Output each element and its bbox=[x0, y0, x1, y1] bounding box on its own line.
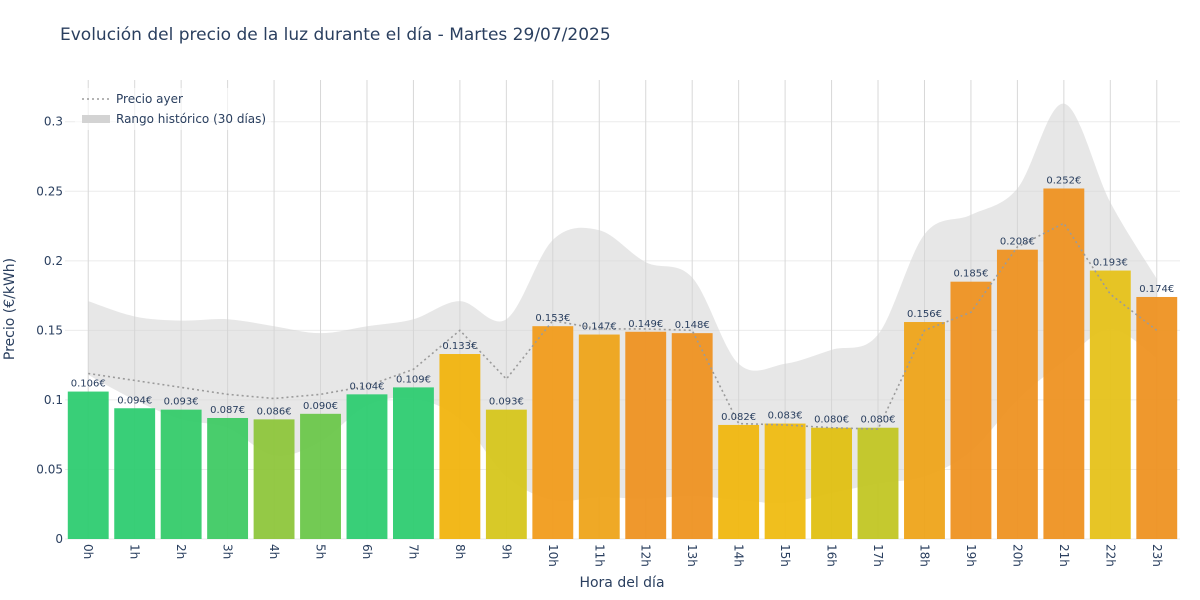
bar-value-label: 0.185€ bbox=[953, 269, 988, 280]
bar-value-label: 0.104€ bbox=[349, 381, 384, 392]
x-tick-label: 3h bbox=[221, 544, 235, 559]
price-bar bbox=[764, 423, 806, 539]
x-tick-label: 12h bbox=[639, 544, 653, 567]
bar-value-label: 0.083€ bbox=[768, 411, 803, 422]
x-tick-label: 13h bbox=[685, 544, 699, 567]
bar-value-label: 0.156€ bbox=[907, 309, 942, 320]
price-bar bbox=[67, 391, 109, 539]
y-tick-label: 0.1 bbox=[44, 393, 63, 407]
bar-value-label: 0.082€ bbox=[721, 412, 756, 423]
y-axis-title: Precio (€/kWh) bbox=[2, 258, 18, 360]
price-bar bbox=[207, 417, 249, 539]
price-bar bbox=[392, 387, 434, 539]
bar-value-label: 0.149€ bbox=[628, 319, 663, 330]
x-tick-label: 5h bbox=[314, 544, 328, 559]
price-bar bbox=[532, 326, 574, 539]
price-bars bbox=[67, 188, 1178, 539]
price-bar bbox=[160, 409, 202, 539]
price-bar bbox=[671, 333, 713, 539]
y-tick-label: 0 bbox=[55, 532, 63, 546]
price-bar bbox=[904, 322, 945, 539]
x-tick-label: 9h bbox=[499, 544, 513, 559]
x-tick-label: 0h bbox=[81, 544, 95, 559]
y-tick-label: 0.15 bbox=[36, 323, 63, 337]
bar-value-label: 0.252€ bbox=[1046, 175, 1081, 186]
x-tick-label: 19h bbox=[964, 544, 978, 567]
x-tick-label: 22h bbox=[1103, 544, 1117, 567]
price-bar bbox=[625, 331, 667, 539]
x-axis-ticks: 0h 1h 2h 3h 4h 5h 6h 7h 8h 9h 10h 11h 12h 13h 14h 15h 16… bbox=[81, 544, 1164, 567]
price-bar bbox=[1136, 296, 1178, 539]
x-tick-label: 20h bbox=[1010, 544, 1024, 567]
bar-value-labels: 0.106€ 0.094€ 0.093€ 0.087€ 0.086€ 0.090€ 0.10… bbox=[71, 175, 1175, 425]
legend: Precio ayer Rango histórico (30 días) bbox=[75, 88, 271, 130]
bar-value-label: 0.094€ bbox=[117, 395, 152, 406]
x-tick-label: 1h bbox=[128, 544, 142, 559]
price-bar bbox=[718, 424, 760, 539]
bar-value-label: 0.080€ bbox=[861, 415, 896, 426]
x-tick-label: 8h bbox=[453, 544, 467, 559]
x-tick-label: 14h bbox=[732, 544, 746, 567]
y-axis-ticks: 0 0.05 0.1 0.15 0.2 0.25 0.3 bbox=[36, 115, 63, 546]
bar-value-label: 0.147€ bbox=[582, 322, 617, 333]
bar-value-label: 0.133€ bbox=[442, 341, 477, 352]
bar-value-label: 0.106€ bbox=[71, 379, 106, 390]
price-bar bbox=[114, 408, 156, 539]
y-tick-label: 0.25 bbox=[36, 184, 63, 198]
y-tick-label: 0.05 bbox=[36, 462, 63, 476]
chart-title: Evolución del precio de la luz durante e… bbox=[60, 25, 611, 45]
bar-value-label: 0.093€ bbox=[489, 397, 524, 408]
price-bar bbox=[300, 413, 341, 539]
price-bar bbox=[578, 334, 620, 539]
price-bar bbox=[439, 354, 481, 539]
price-bar bbox=[485, 409, 527, 539]
price-bar bbox=[346, 394, 388, 539]
price-bar bbox=[811, 427, 853, 539]
bar-value-label: 0.148€ bbox=[675, 320, 710, 331]
price-bar bbox=[950, 281, 992, 539]
bar-value-label: 0.109€ bbox=[396, 374, 431, 385]
x-tick-label: 21h bbox=[1057, 544, 1071, 567]
y-tick-label: 0.3 bbox=[44, 115, 63, 129]
x-tick-label: 10h bbox=[546, 544, 560, 567]
legend-label-yesterday: Precio ayer bbox=[116, 92, 183, 106]
bar-value-label: 0.093€ bbox=[164, 397, 199, 408]
price-bar bbox=[1089, 270, 1131, 539]
historical-range-band bbox=[88, 103, 1157, 504]
x-tick-label: 11h bbox=[592, 544, 606, 567]
bar-value-label: 0.208€ bbox=[1000, 237, 1035, 248]
bar-value-label: 0.174€ bbox=[1139, 284, 1174, 295]
price-bar bbox=[1043, 188, 1085, 539]
bar-value-label: 0.153€ bbox=[535, 313, 570, 324]
x-tick-label: 23h bbox=[1150, 544, 1164, 567]
x-tick-label: 18h bbox=[917, 544, 931, 567]
x-tick-label: 15h bbox=[778, 544, 792, 567]
price-bar bbox=[857, 427, 899, 539]
x-tick-label: 2h bbox=[174, 544, 188, 559]
bar-value-label: 0.090€ bbox=[303, 401, 338, 412]
x-tick-label: 17h bbox=[871, 544, 885, 567]
bar-value-label: 0.080€ bbox=[814, 415, 849, 426]
legend-label-historical: Rango histórico (30 días) bbox=[116, 112, 266, 126]
legend-swatch-historical bbox=[82, 115, 110, 123]
x-tick-label: 4h bbox=[267, 544, 281, 559]
x-tick-label: 16h bbox=[825, 544, 839, 567]
price-bar bbox=[253, 419, 295, 539]
x-axis-title: Hora del día bbox=[579, 575, 664, 591]
x-tick-label: 6h bbox=[360, 544, 374, 559]
price-bar bbox=[996, 249, 1038, 539]
bar-value-label: 0.087€ bbox=[210, 405, 245, 416]
bar-value-label: 0.193€ bbox=[1093, 258, 1128, 269]
y-tick-label: 0.2 bbox=[44, 254, 63, 268]
x-tick-label: 7h bbox=[406, 544, 420, 559]
bar-value-label: 0.086€ bbox=[257, 406, 292, 417]
